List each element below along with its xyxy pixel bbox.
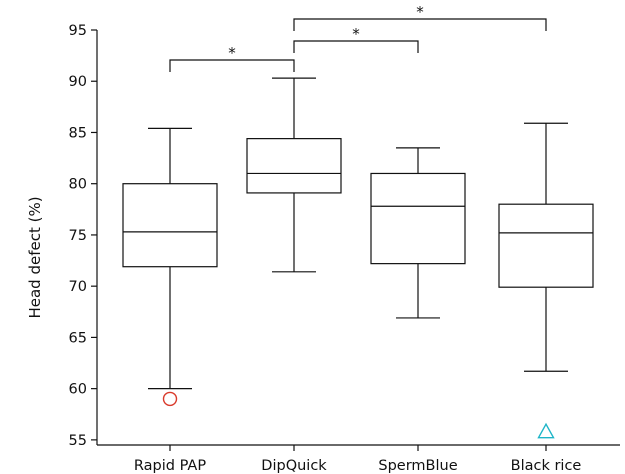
iqr-box xyxy=(122,183,218,268)
y-tick-label: 80 xyxy=(69,177,87,193)
y-tick-label: 70 xyxy=(69,279,87,295)
x-tick-label: DipQuick xyxy=(261,458,327,474)
y-tick-label: 65 xyxy=(69,330,87,346)
box-rapid-pap xyxy=(122,127,218,390)
bracket-line xyxy=(169,59,295,72)
x-tick-label: Rapid PAP xyxy=(134,458,206,474)
y-tick-label: 55 xyxy=(69,433,87,449)
outlier-circle xyxy=(162,391,178,407)
boxes xyxy=(122,77,594,390)
y-tick-label: 95 xyxy=(69,23,87,39)
significance-star: * xyxy=(352,25,360,43)
axes: 55 60 65 70 75 80 85 90 95 Rapid PAP DipQuick Sperm… xyxy=(69,23,620,474)
outlier-triangle xyxy=(537,422,555,439)
y-tick-label: 75 xyxy=(69,228,87,244)
outliers xyxy=(162,391,555,439)
significance-bracket: * xyxy=(293,3,547,31)
significance-bracket: * xyxy=(169,44,295,72)
iqr-box xyxy=(370,172,466,265)
x-tick-label: Black rice xyxy=(511,458,582,474)
bracket-line xyxy=(293,40,419,53)
box-black-rice xyxy=(498,122,594,372)
significance-star: * xyxy=(228,44,236,62)
iqr-box xyxy=(246,138,342,194)
bracket-line xyxy=(293,18,547,31)
y-tick-label: 60 xyxy=(69,382,87,398)
y-tick-label: 90 xyxy=(69,74,87,90)
significance-star: * xyxy=(416,3,424,21)
significance-brackets: * * * xyxy=(169,3,547,72)
box-spermblue xyxy=(370,147,466,319)
x-tick-label: SpermBlue xyxy=(378,458,457,474)
box-dipquick xyxy=(246,77,342,273)
significance-bracket: * xyxy=(293,25,419,53)
y-tick-label: 85 xyxy=(69,125,87,141)
y-axis-label: Head defect (%) xyxy=(26,196,44,318)
iqr-box xyxy=(498,203,594,288)
